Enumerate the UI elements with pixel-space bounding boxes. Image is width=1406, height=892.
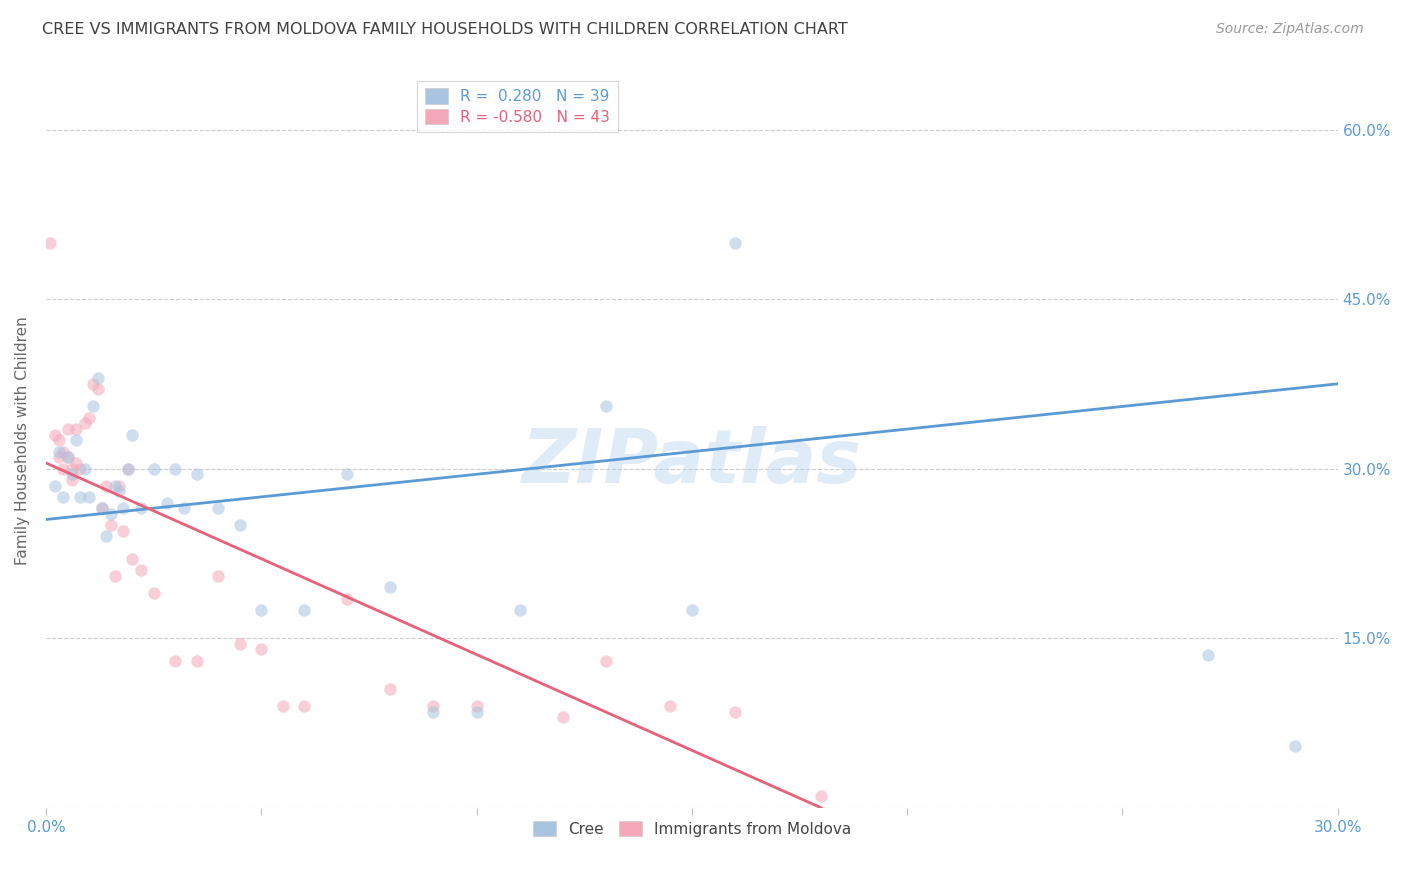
Point: [44, 427, 66, 442]
Point: [96, 478, 118, 492]
Legend: Cree, Immigrants from Moldova: Cree, Immigrants from Moldova: [524, 813, 859, 844]
Point: [65, 434, 87, 448]
Point: [77, 410, 100, 425]
Point: [104, 569, 127, 583]
Point: [52, 461, 75, 475]
Point: [73, 461, 96, 475]
Point: [56, 450, 79, 465]
Point: [250, 642, 273, 657]
Point: [52, 444, 75, 458]
Point: [336, 591, 359, 606]
Point: [186, 654, 208, 668]
Point: [82, 376, 104, 391]
Point: [86, 371, 108, 385]
Point: [96, 529, 118, 543]
Point: [422, 705, 444, 719]
Point: [77, 490, 100, 504]
Point: [336, 467, 359, 482]
Point: [82, 400, 104, 414]
Point: [142, 586, 165, 600]
Point: [112, 501, 135, 516]
Point: [117, 461, 139, 475]
Point: [422, 698, 444, 713]
Point: [91, 501, 114, 516]
Point: [173, 501, 195, 516]
Y-axis label: Family Households with Children: Family Households with Children: [15, 316, 30, 565]
Point: [186, 467, 208, 482]
Point: [65, 456, 87, 470]
Point: [86, 383, 108, 397]
Point: [595, 400, 617, 414]
Point: [659, 698, 682, 713]
Point: [810, 789, 832, 804]
Point: [56, 450, 79, 465]
Point: [207, 501, 229, 516]
Point: [44, 478, 66, 492]
Point: [52, 490, 75, 504]
Point: [91, 501, 114, 516]
Point: [228, 518, 250, 533]
Text: Source: ZipAtlas.com: Source: ZipAtlas.com: [1216, 22, 1364, 37]
Point: [100, 507, 122, 521]
Point: [60, 467, 83, 482]
Point: [165, 654, 187, 668]
Text: ZIPatlas: ZIPatlas: [522, 425, 862, 499]
Point: [142, 461, 165, 475]
Point: [117, 461, 139, 475]
Point: [121, 552, 143, 566]
Point: [380, 580, 402, 594]
Point: [121, 427, 143, 442]
Point: [509, 603, 531, 617]
Point: [65, 422, 87, 436]
Point: [724, 235, 747, 250]
Point: [39, 235, 62, 250]
Point: [1198, 648, 1220, 662]
Point: [465, 705, 488, 719]
Point: [207, 569, 229, 583]
Point: [681, 603, 703, 617]
Point: [250, 603, 273, 617]
Point: [69, 461, 91, 475]
Point: [292, 698, 315, 713]
Point: [100, 518, 122, 533]
Point: [292, 603, 315, 617]
Point: [48, 434, 70, 448]
Point: [60, 461, 83, 475]
Point: [380, 681, 402, 696]
Point: [1284, 739, 1306, 753]
Point: [104, 478, 127, 492]
Point: [129, 501, 152, 516]
Point: [465, 698, 488, 713]
Text: CREE VS IMMIGRANTS FROM MOLDOVA FAMILY HOUSEHOLDS WITH CHILDREN CORRELATION CHAR: CREE VS IMMIGRANTS FROM MOLDOVA FAMILY H…: [42, 22, 848, 37]
Point: [48, 444, 70, 458]
Point: [69, 490, 91, 504]
Point: [155, 495, 177, 509]
Point: [73, 417, 96, 431]
Point: [108, 484, 131, 499]
Point: [595, 654, 617, 668]
Point: [60, 473, 83, 487]
Point: [56, 422, 79, 436]
Point: [129, 563, 152, 577]
Point: [108, 478, 131, 492]
Point: [551, 710, 574, 724]
Point: [724, 705, 747, 719]
Point: [165, 461, 187, 475]
Point: [112, 524, 135, 538]
Point: [228, 637, 250, 651]
Point: [48, 450, 70, 465]
Point: [271, 698, 294, 713]
